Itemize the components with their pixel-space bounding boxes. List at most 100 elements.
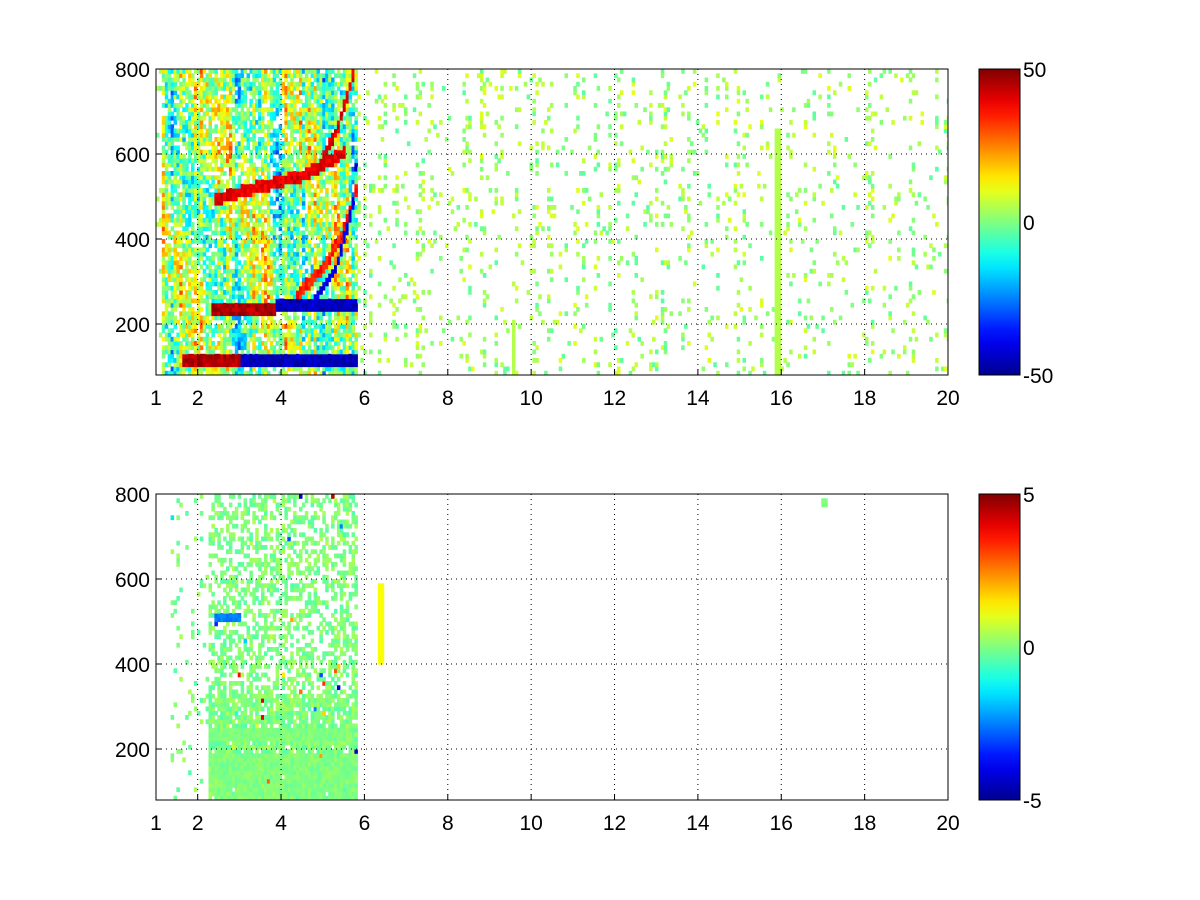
heatmap-cell bbox=[281, 73, 285, 79]
heatmap-cell bbox=[208, 90, 212, 96]
heatmap-cell bbox=[290, 298, 294, 304]
heatmap-cell bbox=[258, 349, 262, 355]
heatmap-cell bbox=[389, 298, 393, 304]
heatmap-cell bbox=[660, 222, 665, 227]
heatmap-cell bbox=[182, 319, 186, 325]
heatmap-cell bbox=[220, 141, 224, 147]
heatmap-cell bbox=[351, 349, 355, 355]
heatmap-cell bbox=[304, 90, 309, 96]
heatmap-cell bbox=[342, 73, 347, 79]
heatmap-cell bbox=[191, 260, 195, 266]
heatmap-cell bbox=[450, 196, 455, 202]
heatmap-cell bbox=[363, 196, 367, 202]
heatmap-cell bbox=[266, 192, 271, 198]
heatmap-cell bbox=[223, 315, 227, 321]
heatmap-cell bbox=[269, 69, 274, 74]
heatmap-cell bbox=[182, 171, 186, 176]
heatmap-cell bbox=[214, 69, 218, 74]
heatmap-cell bbox=[173, 107, 177, 113]
heatmap-cell bbox=[164, 324, 169, 329]
heatmap-cell bbox=[736, 111, 741, 117]
heatmap-cell bbox=[296, 268, 300, 274]
heatmap-cell bbox=[479, 111, 484, 117]
heatmap-cell bbox=[170, 247, 175, 253]
heatmap-cell bbox=[164, 319, 169, 325]
heatmap-cell bbox=[278, 175, 283, 181]
heatmap-cell bbox=[202, 69, 207, 74]
heatmap-cell bbox=[290, 290, 294, 295]
heatmap-cell bbox=[322, 107, 326, 113]
heatmap-cell bbox=[188, 77, 192, 83]
heatmap-cell bbox=[299, 137, 303, 142]
heatmap-cell bbox=[319, 290, 323, 295]
heatmap-cell bbox=[281, 86, 285, 91]
heatmap-cell bbox=[313, 73, 318, 79]
heatmap-cell bbox=[313, 188, 318, 193]
heatmap-cell bbox=[777, 336, 781, 342]
heatmap-cell bbox=[266, 120, 271, 125]
heatmap-cell bbox=[243, 302, 247, 308]
heatmap-cell bbox=[246, 298, 250, 304]
heatmap-cell bbox=[246, 175, 250, 181]
heatmap-cell bbox=[231, 222, 236, 227]
heatmap-cell bbox=[468, 285, 472, 291]
heatmap-cell bbox=[351, 81, 355, 87]
heatmap-cell bbox=[272, 200, 277, 206]
heatmap-cell bbox=[351, 149, 355, 155]
heatmap-cell bbox=[275, 298, 280, 304]
heatmap-cell bbox=[479, 124, 484, 130]
heatmap-cell bbox=[214, 111, 218, 117]
heatmap-cell bbox=[427, 205, 431, 210]
heatmap-cell bbox=[191, 115, 195, 121]
heatmap-cell bbox=[418, 171, 423, 176]
heatmap-cell bbox=[304, 362, 309, 368]
heatmap-cell bbox=[716, 111, 720, 117]
heatmap-cell bbox=[188, 358, 192, 363]
heatmap-cell bbox=[617, 366, 621, 372]
heatmap-cell bbox=[304, 69, 309, 74]
heatmap-cell bbox=[322, 307, 326, 312]
heatmap-cell bbox=[275, 128, 280, 134]
heatmap-cell bbox=[188, 307, 192, 312]
heatmap-cell bbox=[369, 183, 373, 189]
heatmap-cell bbox=[287, 81, 291, 87]
heatmap-cell bbox=[660, 154, 665, 159]
heatmap-cell bbox=[269, 251, 274, 257]
heatmap-cell bbox=[576, 285, 580, 291]
heatmap-cell bbox=[584, 302, 589, 308]
heatmap-cell bbox=[351, 353, 355, 359]
heatmap-cell bbox=[173, 362, 177, 368]
heatmap-cell bbox=[182, 273, 186, 278]
heatmap-cell bbox=[281, 205, 285, 210]
heatmap-cell bbox=[214, 192, 218, 198]
heatmap-cell bbox=[188, 281, 192, 287]
heatmap-cell bbox=[482, 86, 487, 91]
heatmap-cell bbox=[196, 256, 201, 261]
heatmap-cell bbox=[328, 332, 332, 338]
heatmap-cell bbox=[299, 285, 303, 291]
heatmap-cell bbox=[255, 69, 259, 74]
heatmap-cell bbox=[179, 290, 183, 295]
heatmap-cell bbox=[293, 362, 297, 368]
heatmap-cell bbox=[299, 200, 303, 206]
heatmap-cell bbox=[243, 179, 247, 185]
heatmap-cell bbox=[339, 81, 344, 87]
heatmap-cell bbox=[596, 162, 601, 168]
heatmap-cell bbox=[325, 256, 329, 261]
heatmap-cell bbox=[261, 107, 265, 113]
heatmap-cell bbox=[692, 69, 697, 74]
heatmap-cell bbox=[161, 162, 166, 168]
heatmap-cell bbox=[246, 239, 250, 244]
heatmap-cell bbox=[278, 145, 283, 151]
heatmap-cell bbox=[736, 358, 741, 363]
heatmap-cell bbox=[214, 290, 218, 295]
heatmap-cell bbox=[736, 141, 741, 147]
heatmap-cell bbox=[395, 183, 399, 189]
heatmap-cell bbox=[301, 273, 306, 278]
heatmap-cell bbox=[342, 149, 347, 155]
heatmap-cell bbox=[243, 328, 247, 334]
heatmap-cell bbox=[573, 302, 577, 308]
heatmap-cell bbox=[179, 166, 183, 172]
heatmap-cell bbox=[316, 349, 320, 355]
heatmap-cell bbox=[316, 294, 320, 300]
